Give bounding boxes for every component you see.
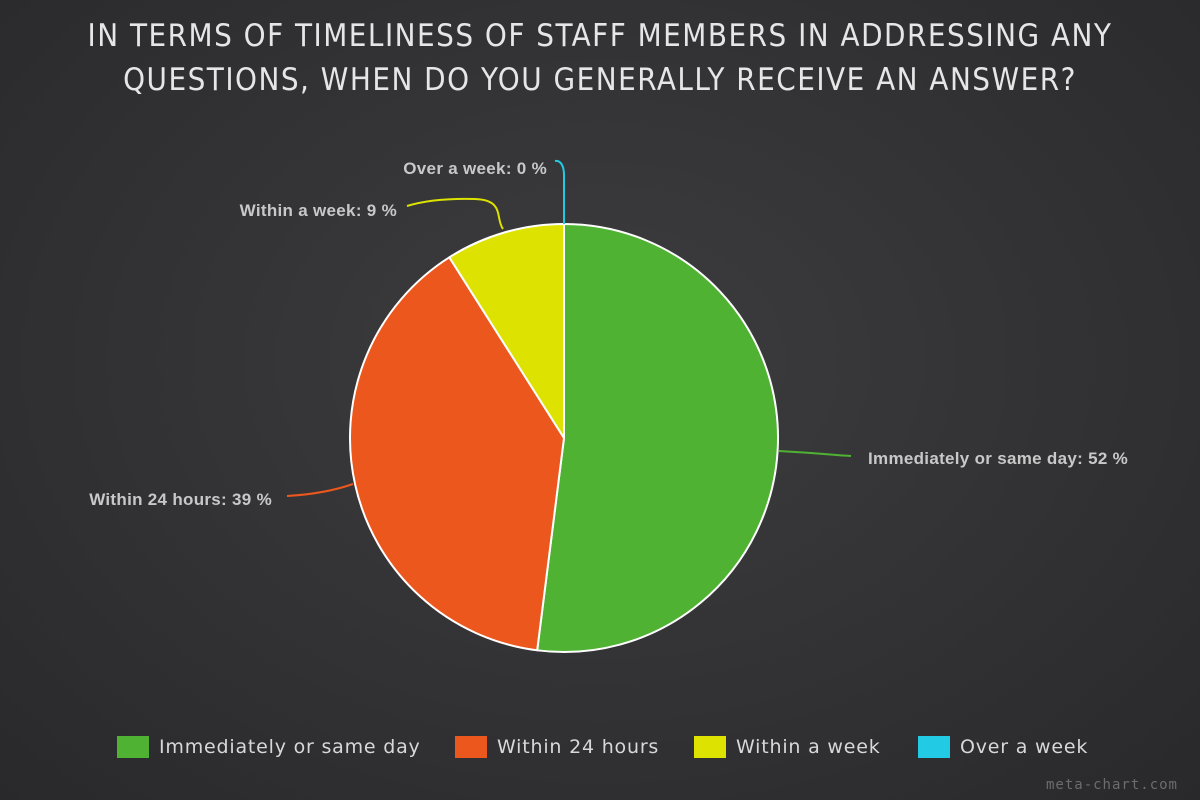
legend-item-within-a-week[interactable]: Within a week: [694, 733, 881, 761]
slice-label-within-a-week: Within a week: 9 %: [240, 201, 397, 220]
leader-line-immediately: [778, 450, 852, 457]
slice-label-within-24-hours: Within 24 hours: 39 %: [89, 490, 272, 509]
chart-title: IN TERMS OF TIMELINESS OF STAFF MEMBERS …: [0, 14, 1200, 102]
leader-line-within-a-week: [406, 197, 504, 230]
legend-label-within-24-hours: Within 24 hours: [497, 736, 660, 758]
legend-item-over-a-week[interactable]: Over a week: [918, 733, 1088, 761]
pie-slice-within-a-week[interactable]: [448, 223, 565, 439]
legend-swatch-over-a-week: [918, 736, 950, 758]
legend-item-within-24-hours[interactable]: Within 24 hours: [455, 733, 659, 761]
slice-label-immediately: Immediately or same day: 52 %: [868, 449, 1128, 468]
pie-slice-immediately[interactable]: [536, 223, 779, 653]
legend-label-within-a-week: Within a week: [736, 736, 881, 758]
leader-line-within-24-hours: [286, 483, 354, 497]
chart-title-line-2: QUESTIONS, WHEN DO YOU GENERALLY RECEIVE…: [123, 62, 1077, 98]
chart-title-line-1: IN TERMS OF TIMELINESS OF STAFF MEMBERS …: [87, 18, 1113, 54]
watermark: meta-chart.com: [1045, 777, 1178, 793]
legend-swatch-immediately: [117, 736, 149, 758]
chart-legend: Immediately or same day Within 24 hours …: [0, 733, 1200, 763]
legend-swatch-within-24-hours: [455, 736, 487, 758]
slice-label-over-a-week: Over a week: 0 %: [403, 159, 547, 178]
legend-label-over-a-week: Over a week: [960, 736, 1089, 758]
leader-line-over-a-week: [554, 159, 565, 224]
legend-swatch-within-a-week: [694, 736, 726, 758]
legend-label-immediately: Immediately or same day: [159, 736, 421, 758]
legend-item-immediately[interactable]: Immediately or same day: [117, 733, 421, 761]
